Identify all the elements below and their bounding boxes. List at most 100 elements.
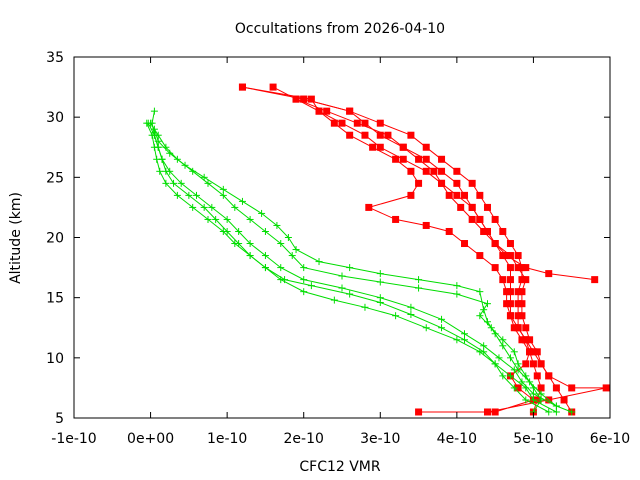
green-profile-4-point-11 bbox=[288, 252, 296, 260]
red-profile-3-point-9 bbox=[453, 191, 461, 199]
axes-layer: -1e-10 0e+00 1e-10 2e-10 3e-10 4e-10 5e-10 6e-1… bbox=[46, 50, 630, 447]
red-profile-4-point-15 bbox=[491, 264, 499, 272]
green-profile-4-point-9 bbox=[261, 227, 269, 235]
green-profile-2-point-25 bbox=[552, 408, 560, 416]
red-profile-5-point-14 bbox=[514, 264, 522, 272]
green-profile-5-point-5 bbox=[219, 185, 227, 193]
green-profile-4-point-0 bbox=[147, 119, 155, 127]
red-profile-4-point-6 bbox=[407, 167, 415, 175]
x-tick-label-5: 4e-10 bbox=[437, 431, 477, 447]
green-profile-3-point-22 bbox=[518, 378, 526, 386]
green-profile-5-point-10 bbox=[292, 246, 300, 254]
x-axis-label: CFC12 VMR bbox=[299, 459, 381, 475]
red-profile-4-point-16 bbox=[499, 276, 507, 284]
x-tick-label-0: -1e-10 bbox=[51, 431, 96, 447]
red-profile-5-point-2 bbox=[361, 119, 369, 127]
red-profile-4-point-14 bbox=[476, 252, 484, 260]
red-profile-5-point-20 bbox=[526, 336, 534, 344]
green-profile-2-point-6 bbox=[173, 191, 181, 199]
red-profile-1-point-17 bbox=[514, 288, 522, 296]
red-profile-1-line bbox=[242, 86, 573, 413]
red-profile-1-point-15 bbox=[518, 264, 526, 272]
green-profile-2-point-8 bbox=[204, 215, 212, 223]
red-profile-2-point-21 bbox=[518, 336, 526, 344]
green-profile-5-point-15 bbox=[453, 282, 461, 290]
green-profile-5-point-14 bbox=[415, 276, 423, 284]
red-profile-1-point-26 bbox=[560, 396, 568, 404]
red-profile-4-point-19 bbox=[506, 312, 514, 320]
red-profile-2-point-26 bbox=[533, 396, 541, 404]
red-profile-4-point-27 bbox=[491, 408, 499, 416]
green-profile-4-point-14 bbox=[376, 278, 384, 286]
red-profile-2-point-16 bbox=[506, 276, 514, 284]
red-profile-3-point-4 bbox=[361, 131, 369, 139]
y-tick-label-1: 10 bbox=[46, 351, 64, 367]
green-profile-3-point-12 bbox=[277, 264, 285, 272]
red-profile-4-point-25 bbox=[514, 384, 522, 392]
green-profile-2-point-24 bbox=[529, 396, 537, 404]
green-profile-3-point-20 bbox=[495, 354, 503, 362]
green-profile-1-point-23 bbox=[499, 372, 507, 380]
green-profile-5-point-22 bbox=[514, 366, 522, 374]
green-profile-3-point-10 bbox=[246, 240, 254, 248]
green-profile-1-line bbox=[151, 111, 549, 413]
red-profile-5-point-5 bbox=[415, 155, 423, 163]
red-profile-5-point-16 bbox=[518, 288, 526, 296]
red-profile-5 bbox=[300, 95, 610, 416]
green-profile-5-point-25 bbox=[552, 402, 560, 410]
red-profile-2-line bbox=[272, 86, 542, 413]
x-tick-label-1: 0e+00 bbox=[127, 431, 174, 447]
green-profile-4-point-16 bbox=[453, 290, 461, 298]
green-profile-3-point-17 bbox=[438, 315, 446, 323]
red-profile-1-point-8 bbox=[468, 179, 476, 187]
red-profile-1-point-6 bbox=[438, 155, 446, 163]
red-profile-2-point-18 bbox=[506, 300, 514, 308]
green-profile-1-point-17 bbox=[361, 303, 369, 311]
red-profile-5-point-17 bbox=[518, 300, 526, 308]
green-profile-3-point-14 bbox=[338, 284, 346, 292]
red-profile-5-point-9 bbox=[457, 203, 465, 211]
red-profile-5-point-21 bbox=[533, 348, 541, 356]
green-profile-5-point-1 bbox=[154, 137, 162, 145]
red-profile-4-point-3 bbox=[346, 131, 354, 139]
green-profile-5-point-13 bbox=[376, 270, 384, 278]
red-profile-3-point-0 bbox=[238, 83, 246, 91]
green-profile-2-point-18 bbox=[438, 324, 446, 332]
chart-title: Occultations from 2026-04-10 bbox=[235, 21, 445, 37]
x-tick-label-3: 2e-10 bbox=[284, 431, 324, 447]
green-profile-1-point-15 bbox=[300, 288, 308, 296]
red-profile-4-point-12 bbox=[445, 227, 453, 235]
red-profile-3-point-6 bbox=[399, 155, 407, 163]
green-profile-2-point-17 bbox=[407, 311, 415, 319]
red-profile-5-point-0 bbox=[300, 95, 308, 103]
green-profile-2-point-21 bbox=[491, 360, 499, 368]
red-profile-2-point-14 bbox=[499, 252, 507, 260]
red-profile-4-line bbox=[295, 98, 535, 413]
green-profile-5 bbox=[150, 125, 560, 410]
red-profile-1-point-11 bbox=[491, 215, 499, 223]
green-profile-4-point-20 bbox=[499, 336, 507, 344]
red-profile-2-point-17 bbox=[506, 288, 514, 296]
red-profile-4-point-2 bbox=[330, 119, 338, 127]
green-profile-4-point-6 bbox=[219, 191, 227, 199]
red-profile-4-point-23 bbox=[522, 360, 530, 368]
red-profile-1-point-5 bbox=[422, 143, 430, 151]
y-tick-label-6: 35 bbox=[46, 50, 64, 66]
red-profile-5-point-24 bbox=[568, 384, 576, 392]
red-profile-1-point-10 bbox=[483, 203, 491, 211]
red-profile-5-point-13 bbox=[506, 252, 514, 260]
red-profile-5-point-4 bbox=[399, 143, 407, 151]
red-profile-1-point-22 bbox=[529, 348, 537, 356]
green-profile-1-point-16 bbox=[330, 296, 338, 304]
red-profile-3-point-15 bbox=[522, 264, 530, 272]
green-profile-4-point-22 bbox=[514, 360, 522, 368]
green-profile-2-point-11 bbox=[246, 252, 254, 260]
green-profile-3-point-16 bbox=[407, 303, 415, 311]
green-profile-5-point-20 bbox=[499, 342, 507, 350]
green-profile-4-point-17 bbox=[483, 300, 491, 308]
x-tick-label-7: 6e-10 bbox=[590, 431, 630, 447]
red-profile-1-point-19 bbox=[514, 312, 522, 320]
red-profile-3-point-17 bbox=[591, 276, 599, 284]
red-profile-3-point-11 bbox=[476, 215, 484, 223]
green-profile-2-point-15 bbox=[346, 290, 354, 298]
